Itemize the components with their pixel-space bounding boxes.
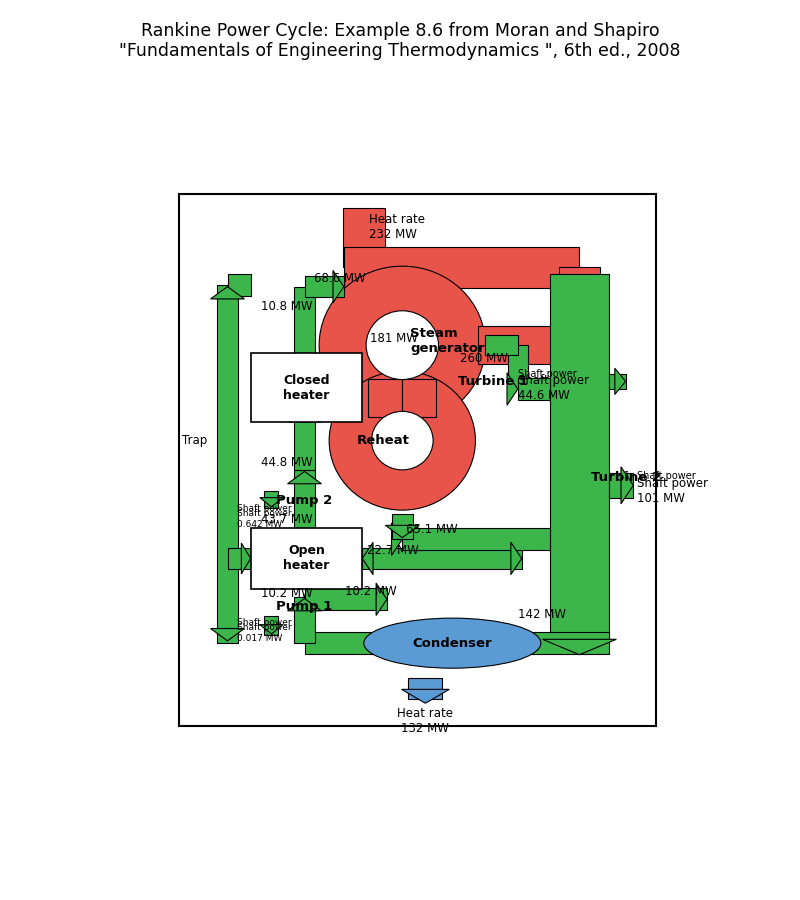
Ellipse shape	[366, 310, 438, 380]
Text: Pump 2: Pump 2	[276, 494, 333, 508]
Polygon shape	[558, 267, 600, 376]
Text: Condenser: Condenser	[413, 636, 492, 650]
Text: "Fundamentals of Engineering Thermodynamics ", 6th ed., 2008: "Fundamentals of Engineering Thermodynam…	[119, 42, 681, 60]
Polygon shape	[305, 276, 344, 297]
Polygon shape	[391, 523, 402, 555]
Text: Turbine 1: Turbine 1	[458, 374, 528, 388]
Polygon shape	[621, 467, 634, 504]
Text: Shaft power: Shaft power	[518, 369, 577, 379]
Text: Reheat: Reheat	[357, 434, 410, 447]
FancyBboxPatch shape	[179, 194, 656, 725]
Text: Shaft power
44.6 MW: Shaft power 44.6 MW	[518, 374, 589, 401]
Polygon shape	[287, 472, 322, 484]
Text: Rankine Power Cycle: Example 8.6 from Moran and Shapiro: Rankine Power Cycle: Example 8.6 from Mo…	[141, 22, 659, 40]
Polygon shape	[333, 271, 344, 302]
Polygon shape	[362, 543, 373, 574]
Polygon shape	[227, 274, 250, 296]
Polygon shape	[287, 410, 322, 422]
Polygon shape	[609, 374, 626, 389]
Polygon shape	[542, 639, 616, 654]
Polygon shape	[344, 247, 579, 288]
Text: Open
heater: Open heater	[283, 544, 330, 572]
Polygon shape	[287, 598, 322, 611]
Polygon shape	[294, 286, 315, 353]
Text: Steam
generator: Steam generator	[410, 328, 485, 356]
Text: 22.7 MW: 22.7 MW	[367, 544, 418, 557]
Polygon shape	[402, 379, 436, 417]
Polygon shape	[242, 543, 250, 574]
Text: Heat rate
232 MW: Heat rate 232 MW	[369, 213, 425, 241]
Polygon shape	[305, 633, 609, 654]
Polygon shape	[367, 367, 438, 429]
Polygon shape	[227, 548, 250, 569]
Polygon shape	[305, 589, 387, 610]
Text: Trap: Trap	[182, 434, 207, 447]
Polygon shape	[260, 625, 283, 634]
FancyBboxPatch shape	[250, 527, 362, 590]
Polygon shape	[615, 368, 626, 394]
Polygon shape	[409, 678, 442, 699]
Polygon shape	[511, 543, 522, 574]
Polygon shape	[386, 526, 419, 537]
Polygon shape	[552, 375, 607, 389]
FancyBboxPatch shape	[250, 353, 362, 422]
Polygon shape	[391, 514, 413, 539]
Polygon shape	[402, 689, 450, 703]
Polygon shape	[507, 373, 518, 405]
Text: Heat rate
132 MW: Heat rate 132 MW	[398, 707, 454, 735]
Polygon shape	[550, 274, 609, 644]
Text: Shaft power
0.017 MW: Shaft power 0.017 MW	[237, 624, 291, 643]
Text: 68.6 MW: 68.6 MW	[314, 273, 366, 285]
Ellipse shape	[329, 371, 475, 510]
Polygon shape	[369, 379, 402, 417]
Polygon shape	[478, 326, 558, 365]
Text: 260 MW: 260 MW	[460, 352, 508, 365]
Polygon shape	[518, 378, 550, 400]
Polygon shape	[260, 498, 283, 507]
Text: 10.2 MW: 10.2 MW	[345, 585, 396, 598]
Text: Shaft power
101 MW: Shaft power 101 MW	[637, 478, 708, 506]
Text: 181 MW: 181 MW	[370, 332, 418, 346]
Polygon shape	[508, 346, 527, 389]
Text: Shaft power: Shaft power	[637, 471, 696, 482]
Ellipse shape	[364, 618, 541, 668]
Text: Shaft power: Shaft power	[237, 504, 291, 513]
Polygon shape	[294, 470, 315, 527]
Text: Shaft power: Shaft power	[237, 618, 291, 627]
Text: 43.7 MW: 43.7 MW	[262, 513, 313, 526]
Polygon shape	[210, 286, 245, 299]
Polygon shape	[210, 628, 245, 641]
Text: 10.2 MW: 10.2 MW	[262, 587, 313, 599]
Text: 142 MW: 142 MW	[518, 608, 566, 621]
Polygon shape	[217, 285, 238, 644]
Polygon shape	[343, 208, 385, 267]
Text: Closed
heater: Closed heater	[283, 374, 330, 401]
Polygon shape	[486, 336, 518, 355]
Text: 44.8 MW: 44.8 MW	[262, 455, 313, 469]
Polygon shape	[362, 548, 522, 569]
Polygon shape	[376, 583, 387, 616]
Polygon shape	[402, 528, 550, 550]
Polygon shape	[265, 491, 278, 508]
Text: Pump 1: Pump 1	[276, 600, 333, 614]
Polygon shape	[294, 597, 315, 644]
Text: 10.8 MW: 10.8 MW	[262, 301, 313, 313]
Polygon shape	[265, 616, 278, 635]
Ellipse shape	[319, 266, 486, 424]
Polygon shape	[294, 409, 315, 470]
Text: Shaft power
0.642 MW: Shaft power 0.642 MW	[237, 509, 291, 529]
Text: Turbine 2: Turbine 2	[591, 471, 661, 484]
Ellipse shape	[371, 411, 433, 470]
Polygon shape	[609, 473, 634, 498]
Text: 65.1 MW: 65.1 MW	[406, 524, 458, 536]
